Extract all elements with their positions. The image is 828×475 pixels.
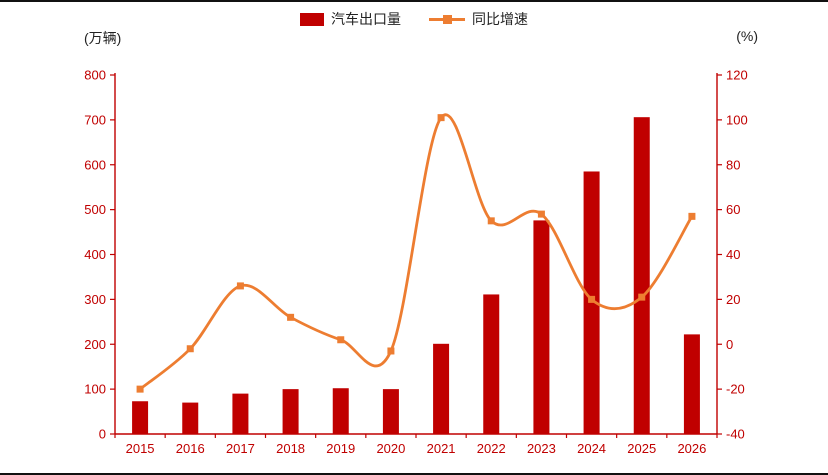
bar [683,334,700,434]
growth-line [138,113,694,391]
x-axis-tick-label: 2017 [226,441,255,456]
bar [483,294,500,434]
x-axis-tick-label: 2021 [427,441,456,456]
right-axis-tick-label: 20 [726,292,740,307]
bar [332,388,349,434]
left-axis-tick-label: 300 [84,292,106,307]
x-axis-tick-label: 2026 [677,441,706,456]
bar [282,389,299,434]
line-marker [638,293,646,301]
line-marker [236,282,244,290]
left-axis-tick-label: 800 [84,68,106,83]
x-axis-tick-label: 2018 [276,441,305,456]
line-marker [186,345,194,353]
bar-series-swatch-icon [300,12,324,26]
line-marker [437,114,445,122]
legend-item-yoy-growth: 同比增速 [429,9,528,29]
right-axis-tick-label: -20 [726,382,745,397]
left-axis-unit: (万辆) [84,30,122,46]
legend-label-yoy-growth: 同比增速 [472,11,528,27]
bar [533,220,550,434]
left-axis-tick-label: 100 [84,382,106,397]
right-axis-tick-label: 0 [726,337,733,352]
x-axis-tick-label: 2019 [326,441,355,456]
line-marker [337,336,345,344]
right-axis-tick-label: -40 [726,427,745,442]
line-swatch-marker [443,14,452,24]
right-axis-unit: (%) [736,28,758,44]
x-axis-tick-label: 2023 [527,441,556,456]
left-axis-tick-label: 700 [84,112,106,127]
x-axis-tick-label: 2022 [477,441,506,456]
x-axis-tick-label: 2016 [176,441,205,456]
legend: 汽车出口量 同比增速 [0,9,828,29]
x-axis-tick-label: 2024 [577,441,606,456]
bar [382,389,399,434]
line-marker [588,295,596,303]
right-axis-tick-label: 60 [726,202,740,217]
left-axis-tick-label: 500 [84,202,106,217]
legend-item-export-volume: 汽车出口量 [300,9,401,29]
line-marker [287,313,295,321]
right-axis-tick-label: 40 [726,247,740,262]
x-axis-tick-label: 2020 [376,441,405,456]
line-series-swatch-icon [429,13,465,26]
bar [433,343,450,434]
line-marker [537,210,545,218]
legend-label-export-volume: 汽车出口量 [331,11,401,27]
x-axis-tick-label: 2015 [126,441,155,456]
left-axis-tick-label: 400 [84,247,106,262]
right-axis-tick-label: 100 [726,112,748,127]
right-axis-tick-label: 80 [726,157,740,172]
left-axis-tick-label: 200 [84,337,106,352]
bar [182,402,199,434]
x-axis-tick-label: 2025 [627,441,656,456]
bar [232,393,249,434]
bar [132,401,149,434]
right-axis-tick-label: 120 [726,68,748,83]
line-marker [688,212,696,220]
left-axis-tick-label: 0 [99,427,106,442]
line-marker [387,347,395,355]
line-marker [487,217,495,225]
line-marker [136,385,144,393]
bar [633,117,650,435]
left-axis-tick-label: 600 [84,157,106,172]
